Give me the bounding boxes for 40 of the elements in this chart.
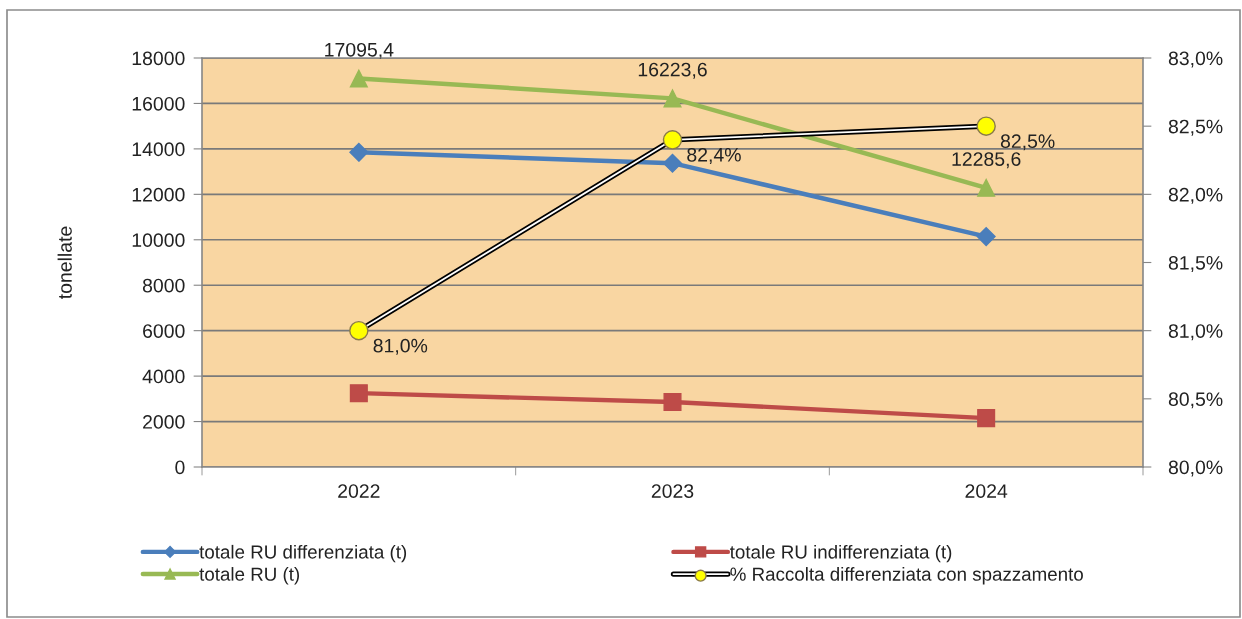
- y2-tick-label: 82,5%: [1168, 119, 1223, 136]
- point: [662, 153, 683, 173]
- point: [349, 69, 368, 88]
- legend-label: % Raccolta differenziata con spazzamento: [730, 567, 1083, 585]
- legend-label: totale RU differenziata (t): [199, 544, 407, 563]
- point: [977, 178, 996, 197]
- point: [977, 409, 996, 428]
- y-axis-title: tonellate: [57, 226, 72, 299]
- data-label: 16223,6: [638, 62, 707, 79]
- data-label: 12285,6: [952, 152, 1021, 169]
- y-tick-label: 8000: [142, 278, 185, 293]
- x-tick-label: 2024: [965, 484, 1008, 498]
- data-label: 82,4%: [687, 147, 741, 164]
- data-label: 82,5%: [1000, 134, 1055, 151]
- point: [663, 392, 682, 412]
- y2-tick-label: 80,5%: [1168, 392, 1223, 409]
- point: [663, 89, 682, 108]
- y2-tick-label: 81,5%: [1168, 255, 1223, 273]
- y-tick-label: 12000: [132, 187, 185, 202]
- x-tick-label: 2022: [338, 484, 380, 498]
- point: [349, 142, 369, 162]
- y-tick-label: 16000: [132, 96, 185, 111]
- y-tick-label: 0: [175, 460, 185, 475]
- y2-tick-label: 83,0%: [1168, 51, 1223, 68]
- y-tick-label: 18000: [132, 51, 185, 66]
- y-tick-label: 6000: [143, 324, 185, 338]
- y2-tick-label: 81,0%: [1168, 324, 1223, 341]
- legend-label: totale RU indifferenziata (t): [729, 544, 952, 563]
- data-label: 17095,4: [325, 42, 394, 59]
- point: [349, 384, 368, 403]
- y2-tick-label: 82,0%: [1168, 187, 1223, 204]
- y-tick-label: 14000: [132, 142, 185, 157]
- y-tick-label: 2000: [143, 415, 185, 429]
- data-label: 81,0%: [373, 338, 428, 355]
- y-tick-label: 10000: [132, 233, 185, 248]
- x-tick-label: 2023: [651, 484, 694, 498]
- y-tick-label: 4000: [142, 369, 185, 384]
- legend-label: totale RU (t): [199, 567, 300, 585]
- point: [976, 227, 996, 247]
- y2-tick-label: 80,0%: [1168, 460, 1223, 477]
